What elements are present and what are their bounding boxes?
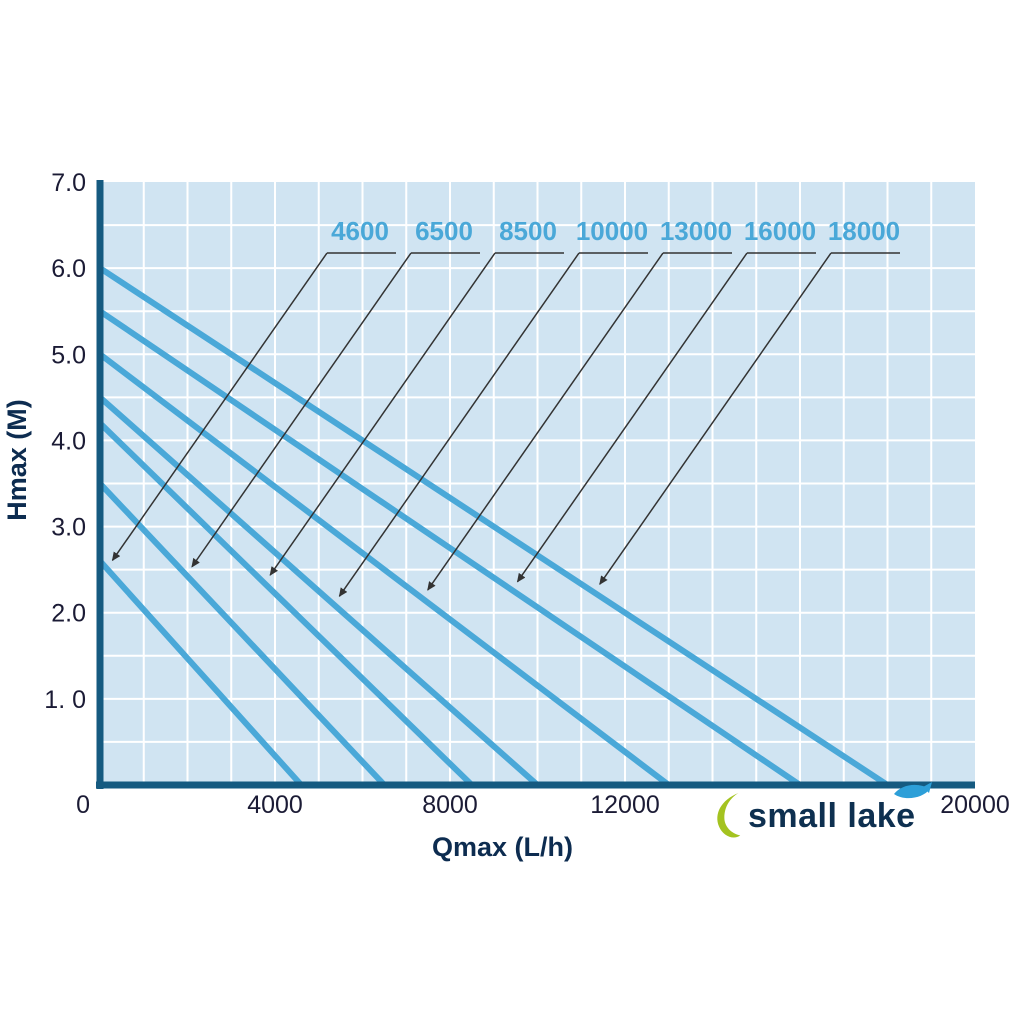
series-label-18000: 18000 xyxy=(828,216,900,246)
leader-arrow-6500 xyxy=(191,252,412,568)
brand-name: small lake xyxy=(748,797,916,835)
y-tick-1: 1. 0 xyxy=(44,686,86,714)
pump-curves xyxy=(97,265,891,788)
leader-arrow-16000 xyxy=(516,252,748,583)
x-tick-12000: 12000 xyxy=(590,791,660,819)
y-tick-4: 4.0 xyxy=(51,427,86,455)
leader-arrow-13000 xyxy=(427,252,664,591)
x-tick-labels: 0 4000 8000 12000 20000 xyxy=(76,791,1010,819)
curve-10000 xyxy=(97,394,541,788)
y-tick-labels: 1. 0 2.0 3.0 4.0 5.0 6.0 7.0 xyxy=(44,169,86,714)
series-label-13000: 13000 xyxy=(660,216,732,246)
curve-16000 xyxy=(97,308,803,788)
curve-18000 xyxy=(97,265,891,788)
green-fish-shape xyxy=(717,793,741,838)
leader-arrow-10000 xyxy=(338,252,580,598)
leader-arrow-18000 xyxy=(599,252,832,586)
gridlines xyxy=(100,182,975,785)
leader-arrow-8500 xyxy=(269,252,496,576)
curve-6500 xyxy=(97,480,388,788)
series-label-8500: 8500 xyxy=(499,216,557,246)
x-tick-0: 0 xyxy=(76,791,90,819)
y-tick-7: 7.0 xyxy=(51,169,86,197)
series-label-4600: 4600 xyxy=(331,216,389,246)
y-tick-2: 2.0 xyxy=(51,600,86,628)
x-tick-20000: 20000 xyxy=(940,791,1010,819)
brand-logo: small lake xyxy=(712,782,932,846)
leader-arrow-4600 xyxy=(111,252,328,562)
green-fish-icon xyxy=(717,793,741,838)
curve-8500 xyxy=(97,420,475,788)
y-tick-5: 5.0 xyxy=(51,341,86,369)
y-axis-title: Hmax (M) xyxy=(2,399,32,521)
series-label-16000: 16000 xyxy=(744,216,816,246)
y-tick-6: 6.0 xyxy=(51,255,86,283)
blue-fish-icon xyxy=(894,782,932,799)
x-tick-8000: 8000 xyxy=(422,791,478,819)
y-tick-3: 3.0 xyxy=(51,514,86,542)
curve-13000 xyxy=(97,351,672,788)
series-label-6500: 6500 xyxy=(415,216,473,246)
blue-fish-shape xyxy=(894,782,932,799)
x-axis-title: Qmax (L/h) xyxy=(432,832,573,862)
series-label-10000: 10000 xyxy=(576,216,648,246)
x-tick-4000: 4000 xyxy=(247,791,303,819)
curve-4600 xyxy=(97,558,305,788)
series-pointer-labels: 4600 6500 8500 10000 13000 16000 18000 xyxy=(111,216,900,598)
